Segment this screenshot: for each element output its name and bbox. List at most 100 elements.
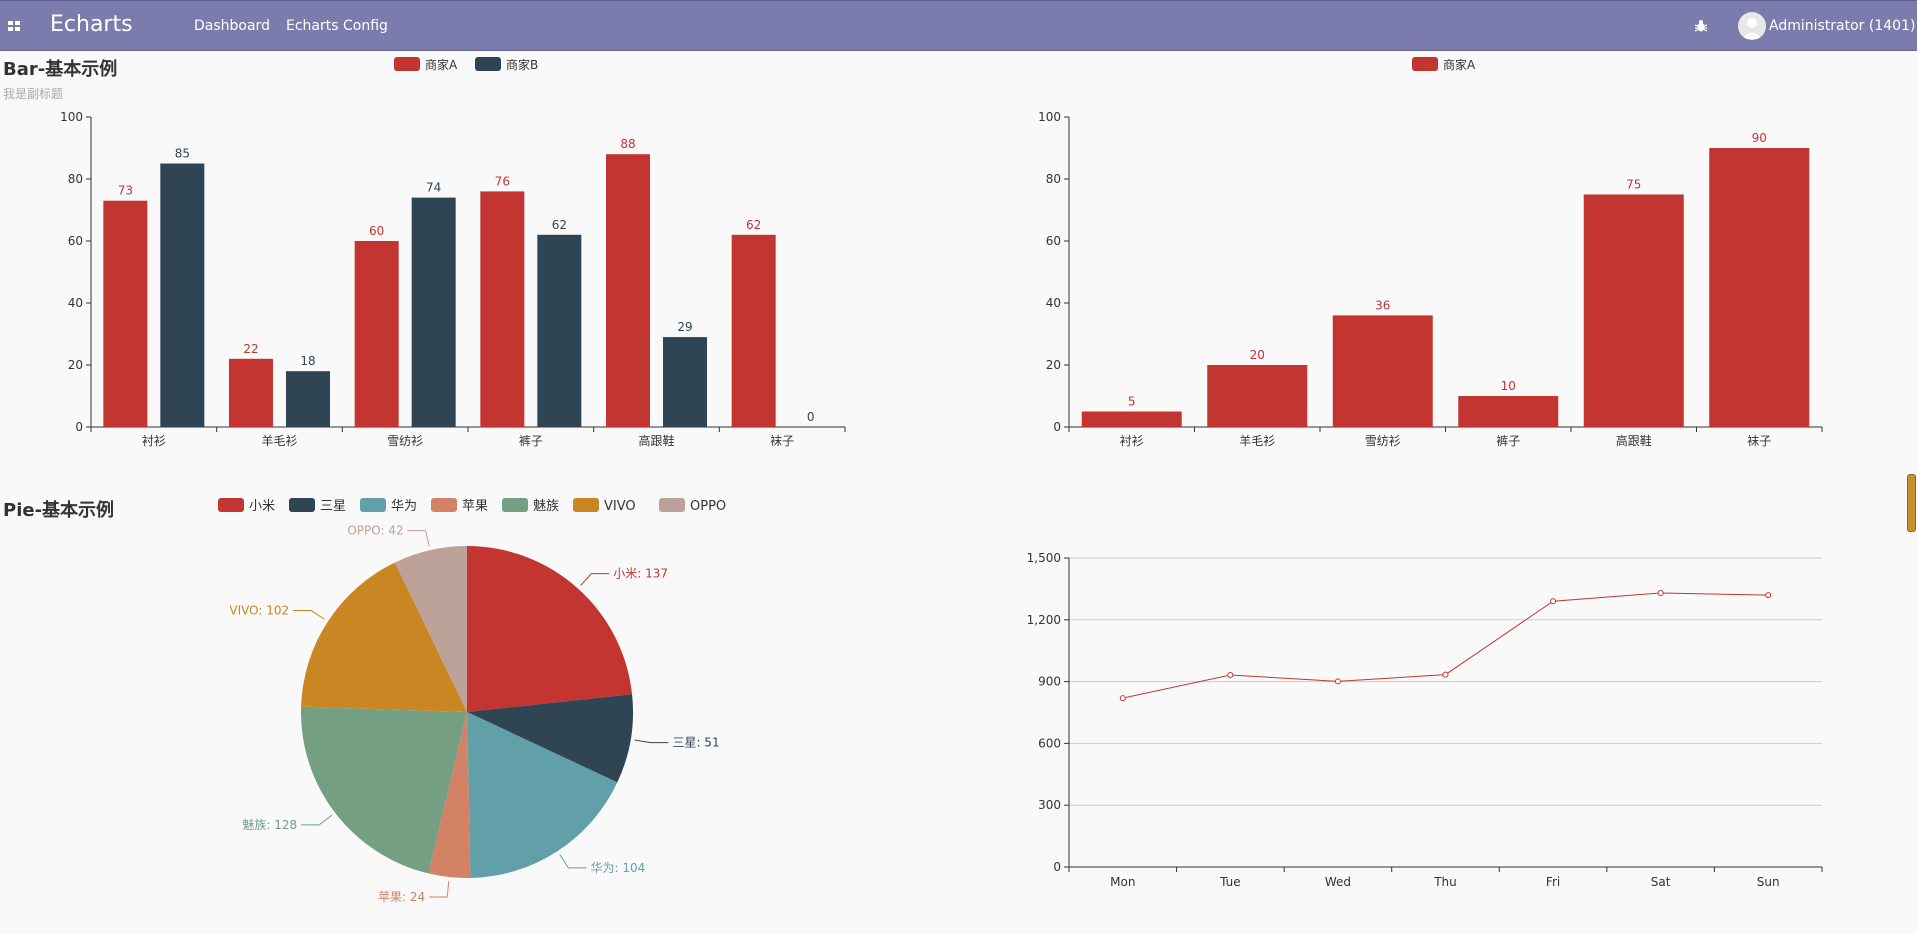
brand-title[interactable]: Echarts: [50, 12, 133, 37]
bar: [354, 241, 399, 427]
x-tick-label: Mon: [1110, 875, 1135, 889]
bar-value-label: 18: [300, 354, 315, 368]
pie-slice: [467, 694, 633, 783]
y-tick-label: 100: [60, 110, 83, 124]
bar: [537, 234, 582, 427]
bar: [1207, 365, 1308, 427]
bar: [160, 163, 205, 427]
x-tick-label: 高跟鞋: [1616, 433, 1652, 448]
pie-leader-line: [301, 814, 333, 826]
legend-swatch: [573, 498, 599, 512]
pie-leader-line: [580, 573, 610, 586]
bar-value-label: 73: [118, 184, 133, 198]
legend-swatch: [659, 498, 685, 512]
legend-swatch: [218, 498, 244, 512]
bar-value-label: 36: [1375, 298, 1390, 312]
line-series: [1122, 592, 1769, 699]
y-tick-label: 60: [68, 234, 83, 248]
user-avatar[interactable]: [1738, 12, 1766, 40]
bar: [731, 234, 776, 427]
pie-leader-line: [429, 880, 450, 898]
line-point: [1227, 672, 1234, 679]
legend-swatch: [475, 57, 501, 71]
pie-slice: [428, 712, 471, 878]
bar-value-label: 74: [426, 181, 441, 195]
bar-value-label: 10: [1501, 379, 1516, 393]
bar: [411, 197, 456, 427]
legend-label: 魅族: [533, 498, 559, 514]
page-scrollbar-thumb[interactable]: [1907, 474, 1916, 532]
legend-label: VIVO: [604, 499, 636, 514]
bar: [1332, 315, 1433, 427]
x-tick-label: 高跟鞋: [638, 433, 674, 448]
legend-label: 三星: [320, 499, 346, 514]
bar: [480, 191, 525, 427]
pie-slice: [301, 706, 467, 874]
line-point: [1765, 592, 1772, 599]
pie-leader-line: [407, 530, 430, 547]
x-tick-label: 羊毛衫: [261, 433, 297, 448]
bar-chart-2: 商家A 0 20 40 60 80 100 衬衫 羊毛衫 雪纺衫 裤子 高跟鞋 袜子 5 20 36 10 75 9…: [1038, 57, 1823, 448]
line-point: [1550, 598, 1557, 605]
bar-chart-title: Bar-基本示例: [3, 59, 118, 80]
bar: [229, 358, 273, 427]
y-tick-label: 20: [1046, 358, 1061, 372]
x-tick-label: Fri: [1546, 875, 1560, 889]
line-point: [1442, 671, 1449, 678]
bar: [606, 154, 650, 427]
x-tick-label: 裤子: [1496, 434, 1520, 448]
pie-label: 苹果: 24: [378, 890, 425, 904]
legend-swatch: [502, 498, 528, 512]
y-tick-label: 40: [68, 296, 83, 310]
pie-label: VIVO: 102: [229, 604, 289, 618]
legend-label: 商家A: [425, 57, 458, 72]
pie-leader-line: [559, 854, 587, 869]
line-point: [1657, 590, 1664, 597]
legend-swatch: [1412, 57, 1438, 71]
y-tick-label: 0: [75, 420, 83, 434]
x-tick-label: 衬衫: [1120, 434, 1144, 448]
bar: [1081, 411, 1182, 427]
y-tick-label: 1,500: [1027, 551, 1061, 565]
x-tick-label: 衬衫: [142, 434, 166, 448]
bar-chart-subtitle: 我是副标题: [3, 87, 64, 101]
pie-slice: [467, 712, 618, 878]
bar: [1709, 148, 1810, 427]
y-tick-label: 100: [1038, 110, 1061, 124]
y-tick-label: 20: [68, 358, 83, 372]
y-tick-label: 0: [1053, 860, 1061, 874]
legend-label: 商家B: [506, 57, 538, 72]
bar-value-label: 62: [552, 218, 567, 232]
bar-value-label: 62: [746, 218, 761, 232]
legend-label: 苹果: [462, 499, 488, 514]
legend-swatch: [431, 498, 457, 512]
y-tick-label: 80: [1046, 172, 1061, 186]
pie-label: OPPO: 42: [347, 524, 403, 538]
bug-icon[interactable]: [1694, 18, 1708, 37]
nav-echarts-config[interactable]: Echarts Config: [286, 18, 388, 34]
legend-label: 华为: [391, 499, 417, 514]
pie-leader-line: [293, 610, 325, 620]
bar-value-label: 0: [807, 410, 815, 424]
nav-dashboard[interactable]: Dashboard: [194, 18, 270, 34]
x-tick-label: 雪纺衫: [1365, 434, 1401, 448]
x-tick-label: 羊毛衫: [1239, 433, 1275, 448]
pie-slice: [467, 546, 633, 712]
pie-leader-line: [634, 739, 669, 744]
pie-slice: [394, 546, 467, 712]
x-tick-label: Wed: [1325, 875, 1351, 889]
bar-chart-1: 商家A 商家B 0 20 40 60 80 100 衬衫 羊毛衫 雪纺衫 裤子 高跟鞋 袜子 73 22 60 7…: [60, 57, 846, 448]
legend-label: 小米: [249, 499, 275, 514]
legend-swatch: [360, 498, 386, 512]
x-tick-label: 雪纺衫: [387, 434, 423, 448]
bar: [286, 371, 330, 427]
pie-chart: 小米 三星 华为 苹果 魅族 VIVO OPPO 小米: 137 三星: 51 华为: 104 苹果…: [218, 498, 726, 904]
bar-value-label: 75: [1626, 178, 1641, 192]
apps-grid-icon[interactable]: [8, 21, 20, 31]
pie-chart-title: Pie-基本示例: [3, 500, 115, 521]
line-point: [1119, 695, 1126, 702]
y-tick-label: 60: [1046, 234, 1061, 248]
x-tick-label: Sat: [1651, 875, 1671, 889]
legend-swatch: [394, 57, 420, 71]
user-menu[interactable]: Administrator (1401): [1769, 18, 1916, 34]
